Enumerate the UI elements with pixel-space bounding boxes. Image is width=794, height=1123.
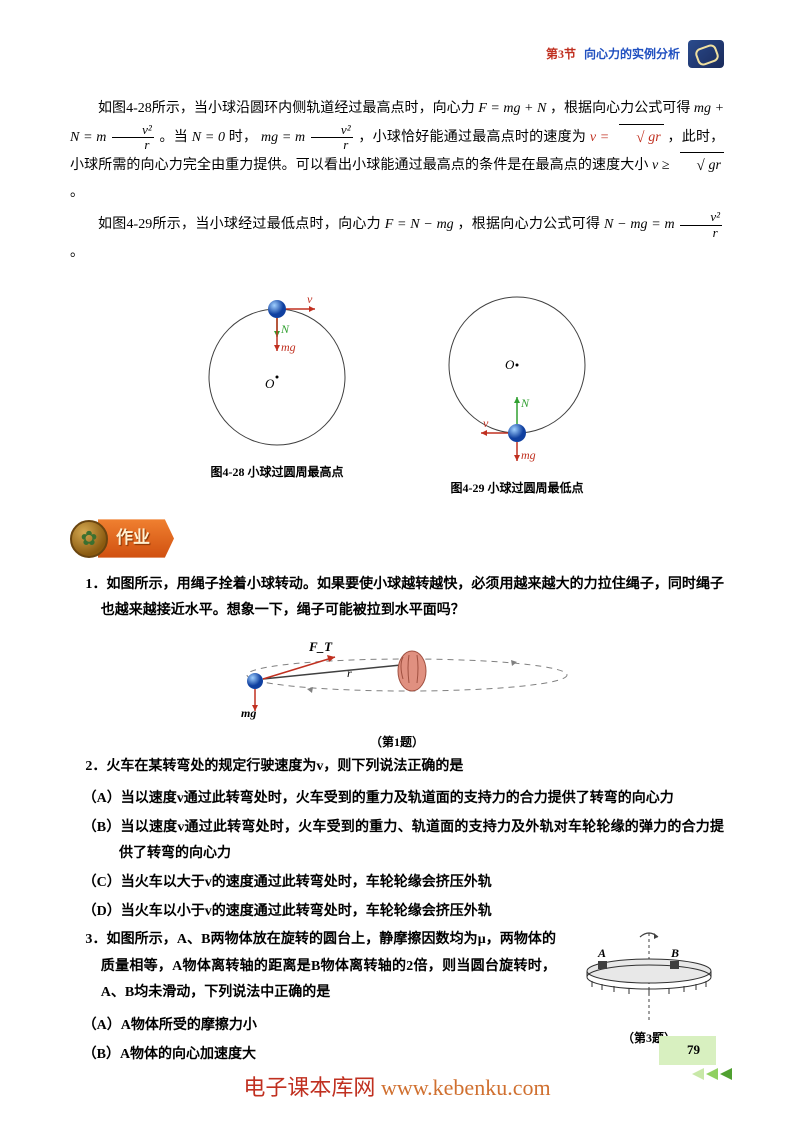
page-number: 79 <box>659 1036 716 1065</box>
fig-429-svg: O v N mg <box>427 285 607 471</box>
v-label-2: v <box>483 416 489 430</box>
center-label-O: O <box>265 376 275 391</box>
section-label: 第3节 <box>546 43 576 66</box>
formula-F-eq: F = mg + N <box>478 101 546 116</box>
question-2-C: （C）当火车以大于v的速度通过此转弯处时，车轮轮缘会挤压外轨 <box>70 870 724 897</box>
p1-text-e: ，小球恰好能通过最高点时的速度为 <box>358 130 586 145</box>
watermark: 电子课本库网 www.kebenku.com <box>0 1067 794 1109</box>
p2-text-a: 如图4-29所示，当小球经过最低点时，向心力 <box>98 217 381 232</box>
paragraph-1: 如图4-28所示，当小球沿圆环内侧轨道经过最高点时，向心力 F = mg + N… <box>70 96 724 206</box>
fig-429-caption: 图4-29 小球过圆周最低点 <box>427 477 607 500</box>
figure-row: O v N mg 图4-28 小球过圆周最高点 O <box>70 285 724 500</box>
r-label: r <box>347 666 352 680</box>
FT-label: F_T <box>308 639 333 654</box>
question-2-D: （D）当火车以小于v的速度通过此转弯处时，车轮轮缘会挤压外轨 <box>70 899 724 926</box>
homework-badge: ✿ 作业 <box>70 519 724 557</box>
p1-text-a: 如图4-28所示，当小球沿圆环内侧轨道经过最高点时，向心力 <box>98 101 475 116</box>
badge-label: 作业 <box>98 519 174 557</box>
question-3-figure: A B （第3题） <box>574 927 724 1050</box>
frac-1: v²r <box>112 123 154 153</box>
p1-text-c: 。当 <box>160 130 188 145</box>
question-1-caption: （第1题） <box>70 731 724 754</box>
fig-428-caption: 图4-28 小球过圆周最高点 <box>187 461 367 484</box>
p1-text-g: 。 <box>70 185 84 200</box>
page-header: 第3节 向心力的实例分析 <box>70 40 724 68</box>
center-label-O2: O <box>505 357 515 372</box>
question-3-A: （A）A物体所受的摩擦力小 <box>70 1013 556 1040</box>
B-label: B <box>670 946 679 960</box>
formula-Nmg2: N − mg = m <box>604 217 675 232</box>
N-label: N <box>280 322 290 336</box>
question-2-A: （A）当以速度v通过此转弯处时，火车受到的重力及轨道面的支持力的合力提供了转弯的… <box>70 786 724 813</box>
header-badge-icon <box>688 40 724 68</box>
v-label: v <box>307 292 313 306</box>
mg-label: mg <box>281 340 296 354</box>
question-3-stem: 3．如图所示，A、B两物体放在旋转的圆台上，静摩擦因数均为μ，两物体的质量相等，… <box>70 927 556 1007</box>
N-label-2: N <box>520 396 530 410</box>
question-2-B: （B）当以速度v通过此转弯处时，火车受到的重力、轨道面的支持力及外轨对车轮轮缘的… <box>70 815 724 868</box>
p2-text-b: ，根据向心力公式可得 <box>457 217 600 232</box>
p1-text-b: ，根据向心力公式可得 <box>550 101 690 116</box>
question-1: 1．如图所示，用绳子拴着小球转动。如果要使小球越转越快，必须用越来越大的力拉住绳… <box>70 572 724 625</box>
watermark-text-2: www.kebenku.com <box>381 1075 551 1100</box>
figure-4-28: O v N mg 图4-28 小球过圆周最高点 <box>187 285 367 500</box>
paragraph-2: 如图4-29所示，当小球经过最低点时，向心力 F = N − mg ，根据向心力… <box>70 210 724 266</box>
formula-mg: mg = m <box>261 130 305 145</box>
question-1-figure: F_T r O mg <box>70 635 724 721</box>
formula-F2: F = N − mg <box>385 217 454 232</box>
formula-N0: N = 0 <box>192 130 225 145</box>
mg-label-q1: mg <box>241 706 256 720</box>
frac-2: v²r <box>311 123 353 153</box>
badge-icon: ✿ <box>70 520 108 558</box>
question-3-wrap: 3．如图所示，A、B两物体放在旋转的圆台上，静摩擦因数均为μ，两物体的质量相等，… <box>70 927 724 1070</box>
question-list: 1．如图所示，用绳子拴着小球转动。如果要使小球越转越快，必须用越来越大的力拉住绳… <box>70 572 724 1071</box>
A-label: A <box>597 946 606 960</box>
frac-3: v²r <box>680 210 722 240</box>
figure-4-29: O v N mg 图4-29 小球过圆周最低点 <box>427 285 607 500</box>
p1-text-d: 时， <box>229 130 257 145</box>
mg-label-2: mg <box>521 448 536 462</box>
p2-text-c: 。 <box>70 245 84 260</box>
section-title: 向心力的实例分析 <box>584 43 680 66</box>
question-3-B: （B）A物体的向心加速度大 <box>70 1042 556 1069</box>
formula-vge: v ≥gr <box>652 158 724 173</box>
fig-428-svg: O v N mg <box>187 285 367 455</box>
watermark-text-1: 电子课本库网 <box>243 1075 375 1100</box>
formula-v-sqrt: v =gr <box>590 130 668 145</box>
question-2-stem: 2．火车在某转弯处的规定行驶速度为v，则下列说法正确的是 <box>70 754 724 781</box>
